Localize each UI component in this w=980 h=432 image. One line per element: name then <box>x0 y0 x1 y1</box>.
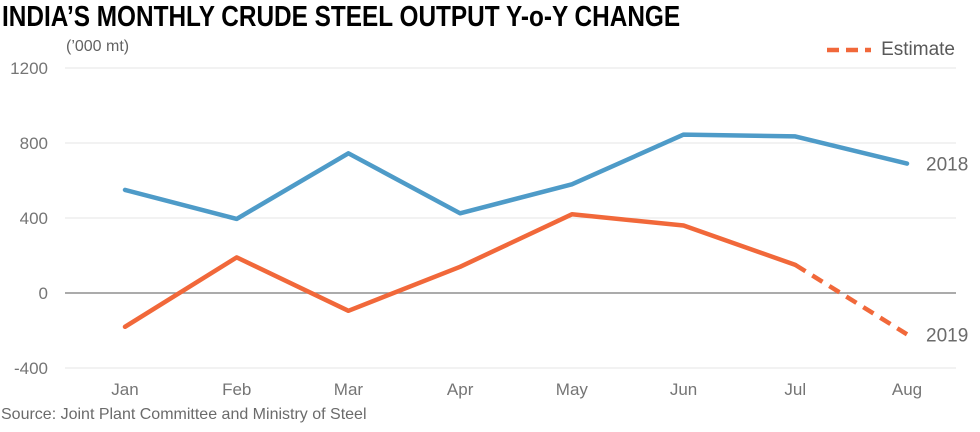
x-tick-label: Apr <box>447 380 474 399</box>
y-tick-label: 1200 <box>10 59 48 78</box>
y-tick-label: 0 <box>39 284 48 303</box>
series-line-2018 <box>122 132 910 222</box>
y-tick-label: 400 <box>20 209 48 228</box>
x-tick-label: Aug <box>892 380 922 399</box>
legend-estimate-label: Estimate <box>881 39 955 60</box>
series-line-2019 <box>122 212 798 330</box>
x-tick-label: May <box>556 380 589 399</box>
x-tick-label: Jul <box>784 380 806 399</box>
y-tick-label: -400 <box>14 359 48 378</box>
x-tick-label: Feb <box>222 380 251 399</box>
y-tick-label: 800 <box>20 134 48 153</box>
x-tick-label: Mar <box>334 380 364 399</box>
series-label-2018: 2018 <box>926 155 968 176</box>
x-tick-label: Jan <box>111 380 138 399</box>
chart-title: INDIA’S MONTHLY CRUDE STEEL OUTPUT Y-o-Y… <box>2 1 681 33</box>
series-line-2019-estimate <box>794 262 909 337</box>
unit-label: (’000 mt) <box>66 38 130 55</box>
source-note: Source: Joint Plant Committee and Minist… <box>1 406 367 423</box>
x-tick-label: Jun <box>670 380 697 399</box>
estimate-dash-icon <box>827 47 872 53</box>
legend: Estimate <box>826 39 955 61</box>
series-label-2019: 2019 <box>926 325 968 346</box>
